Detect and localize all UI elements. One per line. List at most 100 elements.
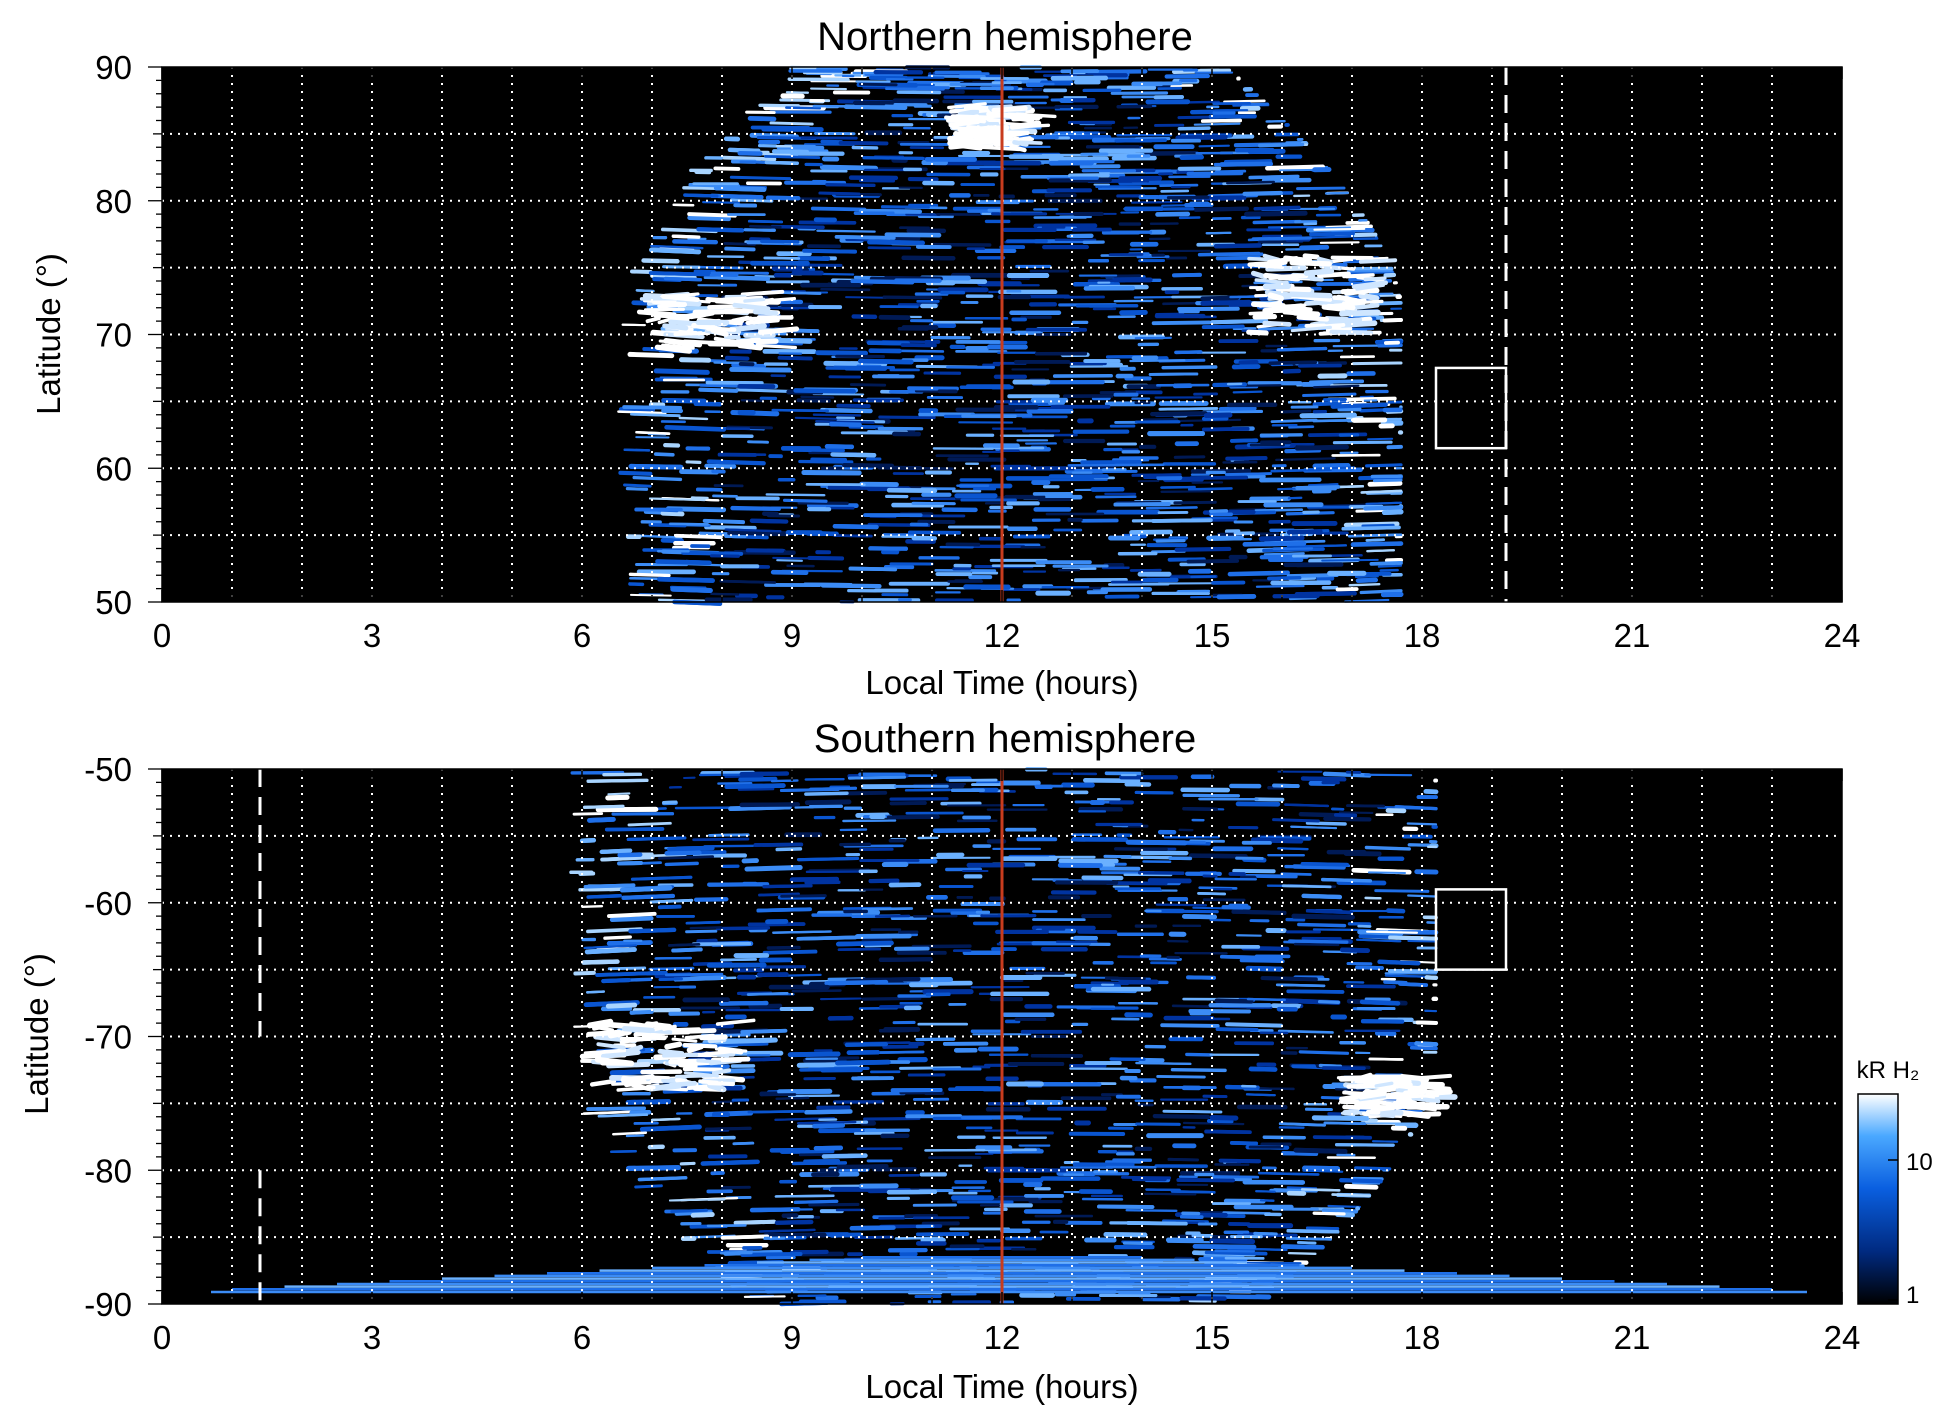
- bright-arc-streak: [713, 336, 737, 344]
- emission-streak: [796, 1120, 857, 1125]
- emission-streak: [1347, 271, 1395, 275]
- colorbar-gradient: [1857, 1093, 1899, 1305]
- emission-streak: [683, 193, 719, 198]
- emission-streak: [1148, 372, 1199, 376]
- emission-streak: [696, 227, 745, 233]
- bright-arc-streak: [1335, 294, 1360, 304]
- emission-streak: [1159, 183, 1199, 188]
- emission-streak: [861, 976, 921, 983]
- emission-streak: [737, 787, 775, 791]
- emission-streak: [1182, 914, 1217, 920]
- emission-streak: [804, 791, 849, 796]
- emission-streak: [1331, 1193, 1371, 1198]
- emission-streak: [735, 388, 792, 394]
- bright-arc-streak: [732, 302, 771, 312]
- emission-streak: [619, 885, 673, 893]
- emission-streak: [1170, 1067, 1227, 1073]
- emission-streak: [743, 1295, 786, 1298]
- x-tick-label: 21: [1614, 617, 1651, 654]
- bright-arc-streak: [1009, 120, 1042, 130]
- emission-streak: [1275, 457, 1336, 462]
- x-tick-label: 3: [363, 1319, 381, 1356]
- x-tick-label: 21: [1614, 1319, 1651, 1356]
- emission-streak: [1324, 191, 1349, 195]
- emission-streak: [1374, 1030, 1397, 1037]
- emission-streak: [658, 977, 683, 981]
- emission-streak: [685, 920, 721, 925]
- bright-arc-streak: [1363, 276, 1387, 282]
- emission-streak: [1239, 958, 1285, 964]
- emission-streak: [1160, 1023, 1220, 1028]
- emission-streak: [793, 1199, 839, 1204]
- bright-arc-streak: [1246, 329, 1269, 336]
- emission-streak: [1129, 529, 1173, 535]
- emission-streak: [848, 566, 898, 572]
- emission-streak: [1248, 174, 1300, 180]
- emission-streak: [1288, 939, 1349, 944]
- emission-streak: [586, 1106, 646, 1111]
- bright-arc-streak: [1304, 322, 1346, 328]
- emission-streak: [630, 875, 693, 881]
- emission-streak: [1141, 417, 1179, 423]
- emission-streak: [749, 1207, 801, 1213]
- emission-streak: [1308, 235, 1355, 239]
- x-tick-label: 9: [783, 617, 801, 654]
- emission-streak: [1312, 463, 1351, 469]
- x-tick-label: 6: [573, 1319, 591, 1356]
- emission-streak: [762, 884, 813, 889]
- emission-streak: [1140, 150, 1199, 156]
- emission-streak: [1312, 401, 1349, 407]
- emission-streak: [844, 1041, 888, 1047]
- emission-streak: [648, 523, 687, 528]
- emission-streak: [1300, 861, 1349, 867]
- north-marker-box: [1434, 366, 1508, 450]
- emission-streak: [777, 355, 813, 361]
- emission-streak: [1246, 997, 1286, 1002]
- emission-streak: [572, 812, 604, 816]
- emission-streak: [746, 1056, 782, 1062]
- bright-arc-streak: [701, 1050, 732, 1057]
- bright-arc-streak: [1358, 292, 1380, 301]
- emission-streak: [627, 821, 672, 827]
- bright-arc-streak: [1302, 253, 1320, 260]
- emission-streak: [1214, 998, 1254, 1004]
- emission-streak: [837, 947, 882, 951]
- emission-streak: [1377, 564, 1403, 568]
- emission-streak: [1280, 409, 1312, 414]
- bright-arc-streak: [1272, 304, 1313, 312]
- emission-streak: [713, 185, 767, 192]
- bright-arc-streak: [652, 312, 693, 319]
- bright-arc-streak: [1289, 260, 1332, 267]
- emission-streak: [729, 198, 774, 203]
- emission-streak: [747, 115, 777, 122]
- emission-streak: [618, 470, 653, 476]
- emission-streak: [1210, 318, 1269, 325]
- emission-streak: [1363, 505, 1404, 511]
- emission-streak: [1204, 1129, 1252, 1135]
- bright-arc-streak: [1288, 291, 1333, 299]
- emission-streak: [693, 897, 729, 902]
- emission-streak: [660, 510, 685, 517]
- emission-streak: [1339, 1178, 1383, 1184]
- emission-streak: [618, 407, 656, 412]
- emission-streak: [854, 933, 912, 939]
- y-tick-label: 60: [95, 450, 132, 487]
- bright-arc-streak: [662, 1024, 677, 1031]
- emission-streak: [581, 904, 604, 908]
- emission-streak: [622, 405, 683, 410]
- y-tick-label: -50: [84, 751, 132, 788]
- emission-streak: [1204, 1250, 1268, 1256]
- emission-streak: [697, 265, 744, 270]
- emission-streak: [1347, 533, 1403, 538]
- emission-streak: [1286, 989, 1345, 994]
- emission-streak: [1270, 468, 1332, 473]
- emission-streak: [607, 966, 647, 971]
- bright-arc-streak: [1267, 292, 1284, 302]
- emission-streak: [1317, 1000, 1341, 1004]
- emission-streak: [794, 416, 856, 421]
- emission-streak: [1367, 871, 1407, 875]
- bright-arc-streak: [664, 1041, 683, 1050]
- emission-streak: [724, 528, 782, 533]
- emission-streak: [1388, 935, 1439, 941]
- emission-streak: [847, 775, 907, 780]
